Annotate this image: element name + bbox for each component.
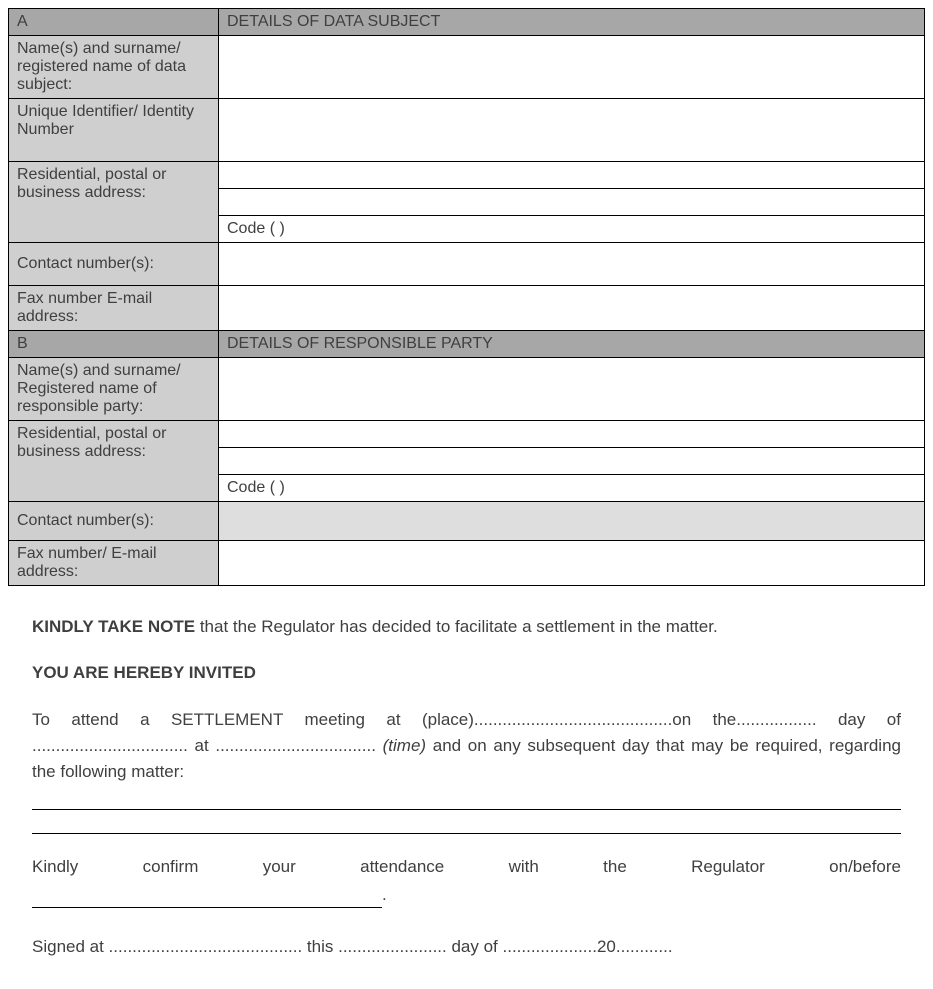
section-a-letter: A (9, 9, 219, 36)
confirm-line: Kindly confirm your attendance with the … (32, 854, 901, 880)
matter-line-1[interactable] (32, 792, 901, 810)
confirm-blank[interactable] (32, 907, 382, 908)
invite-line: YOU ARE HEREBY INVITED (32, 660, 901, 686)
label-a-address: Residential, postal or business address: (9, 162, 219, 243)
label-a-id: Unique Identifier/ Identity Number (9, 99, 219, 162)
value-b-fax[interactable] (219, 541, 925, 586)
label-a-fax: Fax number E-mail address: (9, 286, 219, 331)
confirm-w1: confirm (143, 854, 199, 880)
row-a-address-1: Residential, postal or business address: (9, 162, 925, 189)
matter-line-2[interactable] (32, 816, 901, 834)
section-b-header-row: B DETAILS OF RESPONSIBLE PARTY (9, 331, 925, 358)
attend-time: (time) (383, 736, 426, 755)
value-b-name[interactable] (219, 358, 925, 421)
confirm-w2: your (263, 854, 296, 880)
value-b-address-2[interactable] (219, 448, 925, 475)
section-b-title: DETAILS OF RESPONSIBLE PARTY (219, 331, 925, 358)
section-a-title: DETAILS OF DATA SUBJECT (219, 9, 925, 36)
prose-block: KINDLY TAKE NOTE that the Regulator has … (8, 614, 925, 961)
label-b-address: Residential, postal or business address: (9, 421, 219, 502)
value-a-id[interactable] (219, 99, 925, 162)
form-table: A DETAILS OF DATA SUBJECT Name(s) and su… (8, 8, 925, 586)
note-line: KINDLY TAKE NOTE that the Regulator has … (32, 614, 901, 640)
value-a-address-2[interactable] (219, 189, 925, 216)
value-a-fax[interactable] (219, 286, 925, 331)
confirm-w6: Regulator (691, 854, 765, 880)
note-bold: KINDLY TAKE NOTE (32, 617, 195, 636)
confirm-w3: attendance (360, 854, 444, 880)
row-b-name: Name(s) and surname/ Registered name of … (9, 358, 925, 421)
label-a-contact: Contact number(s): (9, 243, 219, 286)
label-a-name: Name(s) and surname/ registered name of … (9, 36, 219, 99)
label-b-contact: Contact number(s): (9, 502, 219, 541)
row-b-contact: Contact number(s): (9, 502, 925, 541)
value-b-code[interactable]: Code ( ) (219, 475, 925, 502)
row-a-contact: Contact number(s): (9, 243, 925, 286)
row-a-fax: Fax number E-mail address: (9, 286, 925, 331)
value-a-name[interactable] (219, 36, 925, 99)
note-rest: that the Regulator has decided to facili… (195, 617, 718, 636)
confirm-w0: Kindly (32, 854, 78, 880)
confirm-w4: with (509, 854, 539, 880)
attend-paragraph: To attend a SETTLEMENT meeting at (place… (32, 707, 901, 834)
value-a-contact[interactable] (219, 243, 925, 286)
confirm-trailer: . (382, 885, 387, 904)
label-b-fax: Fax number/ E-mail address: (9, 541, 219, 586)
section-b-letter: B (9, 331, 219, 358)
value-b-contact[interactable] (219, 502, 925, 541)
row-a-name: Name(s) and surname/ registered name of … (9, 36, 925, 99)
confirm-w5: the (603, 854, 627, 880)
value-b-address-1[interactable] (219, 421, 925, 448)
row-a-id: Unique Identifier/ Identity Number (9, 99, 925, 162)
row-b-address-1: Residential, postal or business address: (9, 421, 925, 448)
value-a-address-1[interactable] (219, 162, 925, 189)
label-b-name: Name(s) and surname/ Registered name of … (9, 358, 219, 421)
value-a-code[interactable]: Code ( ) (219, 216, 925, 243)
row-b-fax: Fax number/ E-mail address: (9, 541, 925, 586)
signed-line: Signed at ..............................… (32, 934, 901, 960)
section-a-header-row: A DETAILS OF DATA SUBJECT (9, 9, 925, 36)
confirm-blank-line: . (32, 882, 901, 908)
confirm-w7: on/before (829, 854, 901, 880)
